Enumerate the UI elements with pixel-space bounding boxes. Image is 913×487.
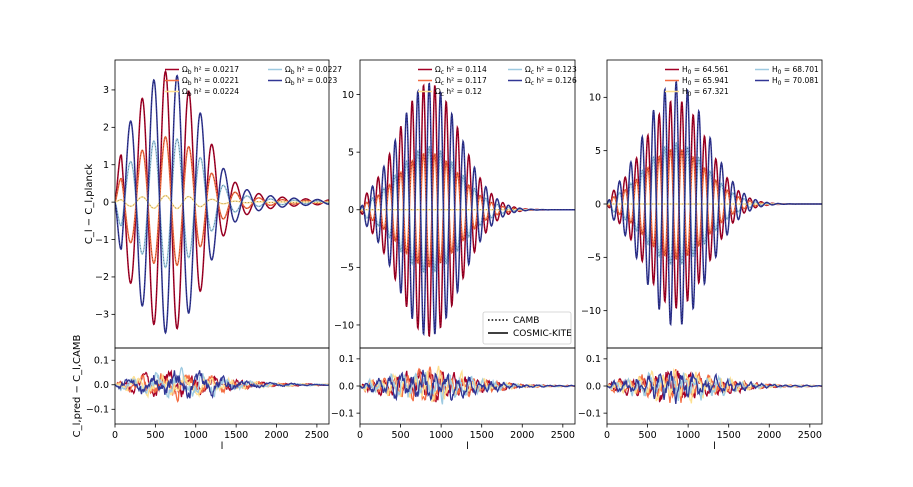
y-axis-label-bottom: C_l,pred − C_l,CAMB xyxy=(72,335,83,438)
legend-label: H0 = 67.321 xyxy=(682,87,729,98)
legend-label: Ωb h² = 0.0224 xyxy=(182,87,239,98)
series-camb-line-5 xyxy=(607,81,822,326)
bottom-ytick-label: 0.1 xyxy=(339,354,354,365)
legend-label: Ωb h² = 0.023 xyxy=(285,76,337,87)
top-curves xyxy=(607,80,822,327)
top-ytick-label: 1 xyxy=(103,160,109,171)
top-ytick-label: −1 xyxy=(95,235,109,246)
bottom-ytick-label: 0.0 xyxy=(94,380,109,391)
top-ytick-label: −5 xyxy=(340,263,354,274)
xtick-label: 2500 xyxy=(305,430,329,441)
legend-label: Ωc h² = 0.126 xyxy=(525,76,577,87)
bottom-ytick-label: −0.1 xyxy=(86,405,109,416)
legend-label: Ωb h² = 0.0221 xyxy=(182,76,239,87)
top-ytick-label: 5 xyxy=(595,146,601,157)
series-line-1 xyxy=(115,69,329,330)
residual-line-5 xyxy=(360,369,575,402)
top-curves xyxy=(360,82,575,338)
xtick-label: 0 xyxy=(112,430,118,441)
xtick-label: 500 xyxy=(391,430,409,441)
top-ytick-label: 0 xyxy=(103,197,109,208)
residual-curves xyxy=(607,367,822,404)
x-axis-label: l xyxy=(713,441,716,452)
series-camb-line-2 xyxy=(607,149,822,260)
xtick-label: 2500 xyxy=(551,430,575,441)
top-ytick-label: 3 xyxy=(103,85,109,96)
series-camb-line-2 xyxy=(115,136,329,266)
bottom-ytick-label: 0.1 xyxy=(586,354,601,365)
series-camb-line-4 xyxy=(607,142,822,265)
legend-label: Ωc h² = 0.12 xyxy=(435,87,482,98)
xtick-label: 0 xyxy=(604,430,610,441)
series-camb-line-2 xyxy=(360,153,575,267)
top-ytick-label: −10 xyxy=(581,306,601,317)
series-camb-line-4 xyxy=(360,146,575,273)
series-line-5 xyxy=(115,74,329,335)
y-axis-label-top: C_l − C_l,planck xyxy=(84,164,95,245)
top-ytick-label: 10 xyxy=(589,93,601,104)
linestyle-legend: CAMB COSMIC-KITE xyxy=(482,311,572,345)
legend-label: Ωc h² = 0.123 xyxy=(525,65,577,76)
x-axis-label: l xyxy=(466,441,469,452)
linestyle-legend-box xyxy=(482,311,572,345)
top-ytick-label: −5 xyxy=(587,253,601,264)
legend-label: Ωc h² = 0.114 xyxy=(435,65,487,76)
series-camb-line-1 xyxy=(607,101,822,309)
legend-label: Ωb h² = 0.0217 xyxy=(182,65,239,76)
legend-label: Ωc h² = 0.117 xyxy=(435,76,487,87)
xtick-label: 1000 xyxy=(429,430,453,441)
residual-line-5 xyxy=(115,370,329,400)
bottom-ytick-label: −0.1 xyxy=(331,408,354,419)
legend-label: Ωb h² = 0.0227 xyxy=(285,65,342,76)
legend-label: H0 = 65.941 xyxy=(682,76,729,87)
top-ytick-label: −3 xyxy=(95,310,109,321)
series-camb-line-3 xyxy=(115,195,329,209)
residual-line-4 xyxy=(607,371,822,402)
linestyle-label: COSMIC-KITE xyxy=(513,329,572,339)
series-camb-line-4 xyxy=(115,138,329,268)
legend-label: H0 = 64.561 xyxy=(682,65,729,76)
legend: H0 = 64.561 H0 = 68.701 H0 = 65.941 H0 = 70… xyxy=(665,65,819,98)
legend-label: H0 = 70.081 xyxy=(772,76,819,87)
top-ytick-label: 0 xyxy=(348,205,354,216)
xtick-label: 2500 xyxy=(798,430,822,441)
top-ytick-label: 2 xyxy=(103,123,109,134)
panel-3: −10 −5 0 5 10 H0 = 64.561 H0 = 68.701 H0 = 65.9… xyxy=(578,59,823,452)
bottom-axes-frame xyxy=(114,347,330,425)
top-ytick-label: 5 xyxy=(348,147,354,158)
legend-label: H0 = 68.701 xyxy=(772,65,819,76)
xtick-label: 2000 xyxy=(510,430,534,441)
xtick-label: 0 xyxy=(357,430,363,441)
xtick-label: 1000 xyxy=(676,430,700,441)
bottom-ytick-label: 0.1 xyxy=(94,356,109,367)
xtick-label: 1500 xyxy=(470,430,494,441)
top-curves xyxy=(115,69,329,335)
xtick-label: 2000 xyxy=(264,430,288,441)
top-ytick-label: −10 xyxy=(334,320,354,331)
xtick-label: 2000 xyxy=(757,430,781,441)
x-axis-label: l xyxy=(221,441,224,452)
residual-line-5 xyxy=(607,370,822,404)
xtick-label: 500 xyxy=(638,430,656,441)
xtick-label: 1000 xyxy=(184,430,208,441)
linestyle-label: CAMB xyxy=(513,316,539,326)
top-ytick-label: 0 xyxy=(595,199,601,210)
bottom-ytick-label: 0.0 xyxy=(586,381,601,392)
xtick-label: 1500 xyxy=(224,430,248,441)
xtick-label: 500 xyxy=(146,430,164,441)
series-line-5 xyxy=(360,82,575,337)
residual-curves xyxy=(115,366,329,403)
bottom-ytick-label: −0.1 xyxy=(578,408,601,419)
bottom-ytick-label: 0.0 xyxy=(339,381,354,392)
top-ytick-label: 10 xyxy=(342,90,354,101)
xtick-label: 1500 xyxy=(717,430,741,441)
top-ytick-label: −2 xyxy=(95,272,109,283)
residual-curves xyxy=(360,365,575,405)
